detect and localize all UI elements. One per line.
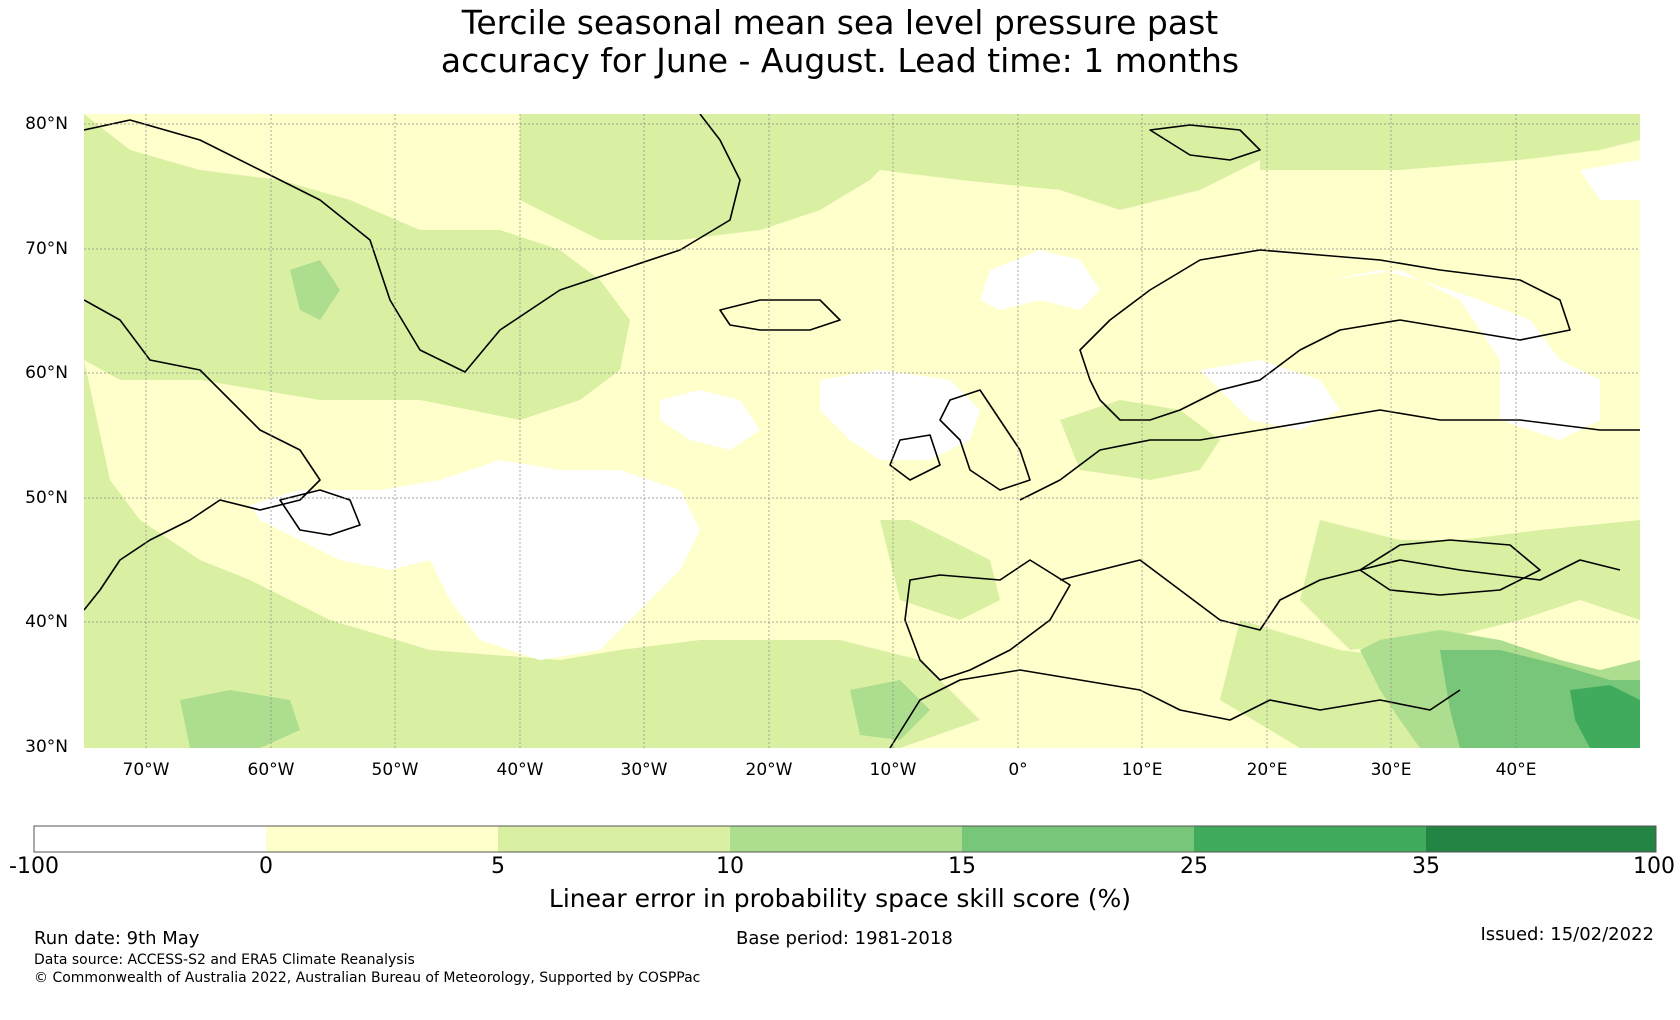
colorbar-tick: 25 <box>1180 854 1208 879</box>
base-period: Base period: 1981-2018 <box>736 928 953 949</box>
lon-label: 40°W <box>496 760 544 780</box>
newfoundland-coast <box>279 489 361 536</box>
skill-region-negative <box>250 160 1640 660</box>
colorbar-tick: 15 <box>948 854 976 879</box>
graticule <box>84 114 1640 748</box>
title-line-2: accuracy for June - August. Lead time: 1… <box>440 41 1240 80</box>
colorbar-tick: 10 <box>716 854 744 879</box>
lon-label: 70°W <box>122 760 170 780</box>
colorbar-tick: -100 <box>9 854 59 879</box>
colorbar-frame <box>33 825 1657 853</box>
iceland-coast <box>719 299 841 331</box>
colorbar <box>33 825 1657 853</box>
north-africa-coast <box>889 669 1461 748</box>
british-isles-coast <box>889 389 1031 491</box>
lat-label: 50°N <box>25 488 68 508</box>
lat-label: 80°N <box>25 114 68 134</box>
data-source: Data source: ACCESS-S2 and ERA5 Climate … <box>34 952 415 968</box>
colorbar-label: Linear error in probability space skill … <box>548 884 1132 913</box>
copyright: © Commonwealth of Australia 2022, Austra… <box>34 970 701 986</box>
title-line-1: Tercile seasonal mean sea level pressure… <box>461 3 1219 42</box>
lon-label: 40°E <box>1495 760 1537 780</box>
chart-title: Tercile seasonal mean sea level pressure… <box>0 4 1680 80</box>
lon-label: 20°E <box>1246 760 1288 780</box>
iberia-coast <box>904 559 1071 681</box>
skill-region-25-35 <box>1570 685 1640 748</box>
colorbar-tick: 35 <box>1412 854 1440 879</box>
colorbar-segment <box>498 826 730 852</box>
issued-date: Issued: 15/02/2022 <box>1480 924 1654 945</box>
lat-label: 30°N <box>25 737 68 757</box>
svalbard-coast <box>1149 124 1261 161</box>
colorbar-segment <box>34 826 266 852</box>
colorbar-segment <box>962 826 1194 852</box>
colorbar-segment <box>266 826 498 852</box>
lat-label: 70°N <box>25 239 68 259</box>
scandinavia-coast <box>1079 249 1571 421</box>
colorbar-tick: 100 <box>1633 854 1675 879</box>
lon-label: 30°E <box>1370 760 1412 780</box>
lat-label: 60°N <box>25 363 68 383</box>
lon-label: 10°E <box>1121 760 1163 780</box>
lon-label: 60°W <box>247 760 295 780</box>
colorbar-segment <box>730 826 962 852</box>
colorbar-segment <box>1426 826 1656 852</box>
europe-coast <box>1019 409 1640 501</box>
lon-label: 30°W <box>620 760 668 780</box>
colorbar-segment <box>1194 826 1426 852</box>
lon-label: 0° <box>1008 760 1028 780</box>
greenland-coast <box>84 114 741 373</box>
lat-label: 40°N <box>25 612 68 632</box>
lon-label: 20°W <box>745 760 793 780</box>
black-sea-coast <box>1359 539 1541 596</box>
colorbar-tick: 0 <box>259 854 273 879</box>
run-date: Run date: 9th May <box>34 928 200 949</box>
labrador-coast <box>84 299 321 611</box>
skill-region-5-10 <box>84 114 1640 748</box>
mediterranean-north-coast <box>1059 559 1621 631</box>
coastlines <box>84 114 1640 748</box>
lon-label: 10°W <box>869 760 917 780</box>
lon-label: 50°W <box>371 760 419 780</box>
colorbar-tick: 5 <box>491 854 505 879</box>
